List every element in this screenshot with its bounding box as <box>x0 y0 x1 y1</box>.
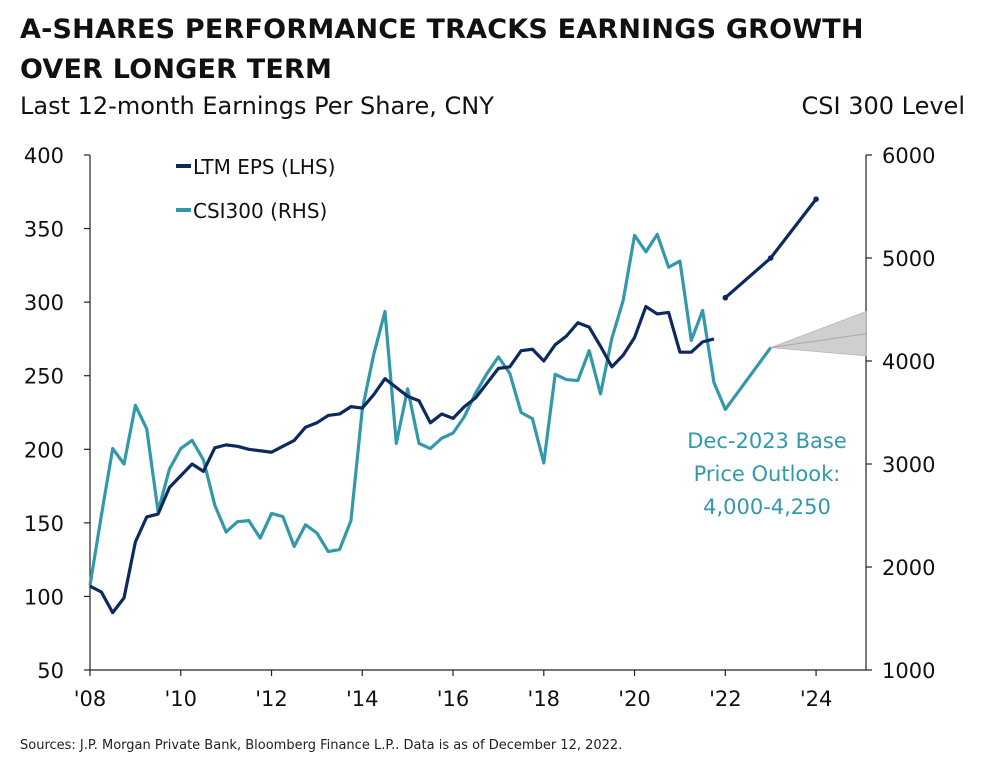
left-tick-label: 350 <box>24 218 64 242</box>
outlook-annotation-line: Price Outlook: <box>694 462 841 486</box>
x-tick-label: '24 <box>800 687 833 711</box>
left-tick-label: 150 <box>24 512 64 536</box>
left-axis-label: Last 12-month Earnings Per Share, CNY <box>20 92 494 120</box>
eps-projection-line <box>724 198 818 299</box>
x-tick-label: '08 <box>74 687 107 711</box>
x-tick-label: '10 <box>165 687 198 711</box>
csi300-series-line <box>88 232 772 586</box>
left-tick-label: 200 <box>24 438 64 462</box>
outlook-band <box>770 310 867 357</box>
legend-eps-label: LTM EPS (LHS) <box>193 155 335 179</box>
legend-csi-label: CSI300 (RHS) <box>193 199 327 223</box>
left-tick-label: 300 <box>24 291 64 315</box>
right-tick-label: 6000 <box>882 144 935 168</box>
right-tick-label: 2000 <box>882 556 935 580</box>
outlook-annotation-line: 4,000-4,250 <box>703 495 831 519</box>
outlook-annotation-line: Dec-2023 Base <box>687 429 846 453</box>
left-tick-label: 50 <box>37 659 64 683</box>
right-axis-label: CSI 300 Level <box>801 92 966 120</box>
x-tick-label: '16 <box>437 687 470 711</box>
right-tick-label: 1000 <box>882 659 935 683</box>
left-tick-label: 250 <box>24 365 64 389</box>
right-tick-label: 4000 <box>882 350 935 374</box>
eps-projection-point <box>813 196 819 202</box>
eps-projection-point <box>722 294 729 301</box>
chart-title: A-SHARES PERFORMANCE TRACKS EARNINGS GRO… <box>20 14 864 85</box>
eps-series-line <box>89 304 715 615</box>
x-tick-label: '12 <box>255 687 288 711</box>
source-footnote: Sources: J.P. Morgan Private Bank, Bloom… <box>20 738 623 753</box>
outlook-midline <box>770 333 867 349</box>
left-tick-label: 100 <box>24 585 64 609</box>
eps-projection-point <box>767 255 774 261</box>
x-tick-label: '20 <box>618 687 651 711</box>
left-tick-label: 400 <box>24 144 64 168</box>
x-tick-label: '18 <box>528 687 561 711</box>
right-tick-label: 5000 <box>882 247 935 271</box>
x-tick-label: '22 <box>709 687 742 711</box>
x-tick-label: '14 <box>346 687 379 711</box>
right-tick-label: 3000 <box>882 453 935 477</box>
